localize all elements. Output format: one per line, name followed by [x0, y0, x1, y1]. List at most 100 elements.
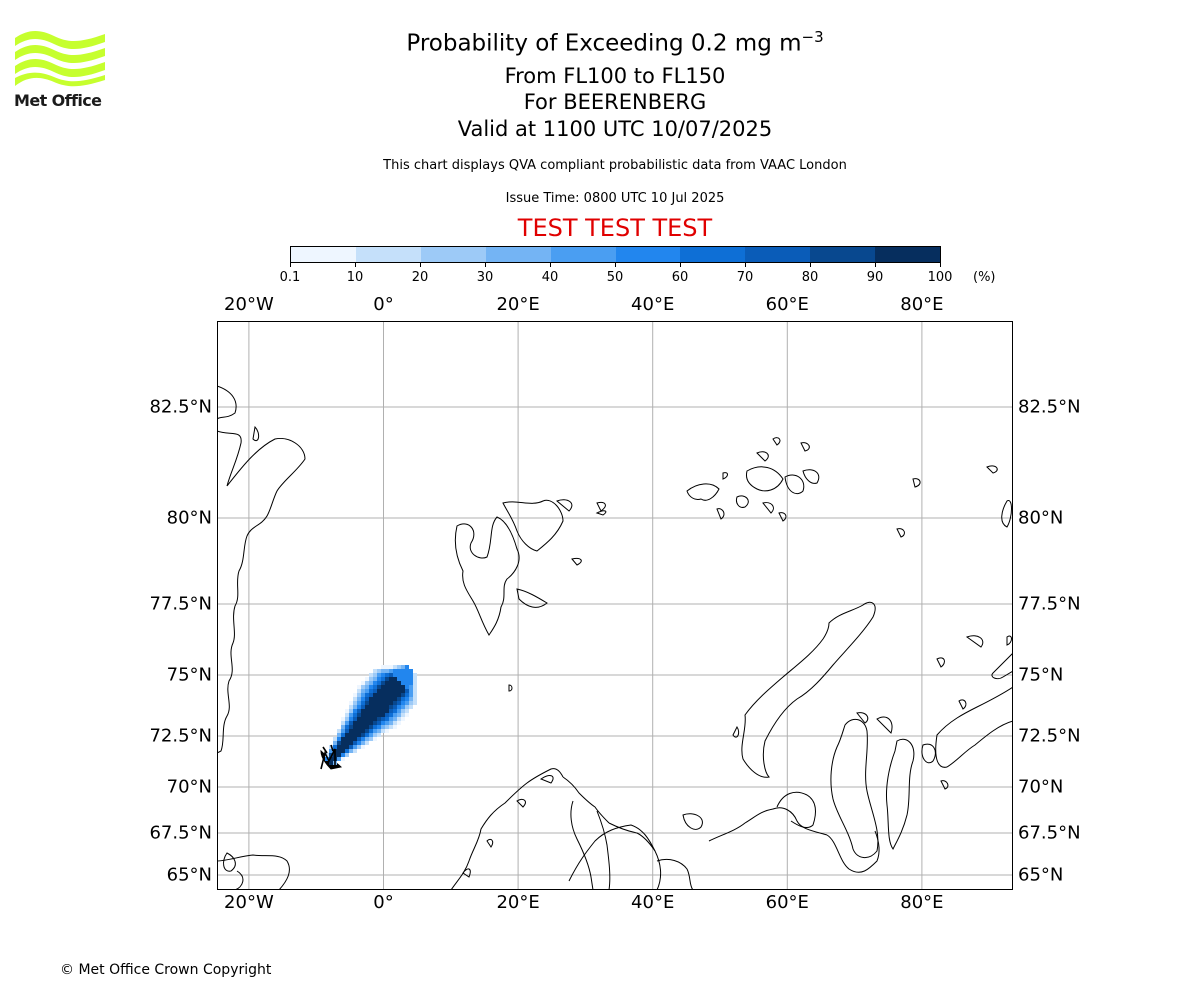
plume-cell — [377, 721, 381, 725]
plume-cell — [405, 697, 409, 701]
plume-cell — [337, 741, 341, 745]
plume-cell — [357, 685, 361, 689]
plume-cell — [361, 745, 365, 749]
plume-cell — [377, 709, 381, 713]
plume-cell — [325, 753, 329, 757]
latitude-label-right: 82.5°N — [1018, 396, 1081, 418]
plume-cell — [401, 701, 405, 705]
plume-cell — [405, 669, 409, 673]
plume-cell — [385, 705, 389, 709]
plume-cell — [357, 741, 361, 745]
plume-cell — [413, 689, 417, 693]
plume-cell — [389, 681, 393, 685]
plume-cell — [361, 733, 365, 737]
plume-cell — [401, 677, 405, 681]
plume-cell — [369, 685, 373, 689]
plume-cell — [345, 741, 349, 745]
longitude-label-bottom: 0° — [373, 892, 394, 913]
plume-cell — [345, 709, 349, 713]
flight-level-range: From FL100 to FL150 — [504, 64, 726, 88]
chart-title-exponent: −3 — [801, 28, 824, 46]
plume-cell — [377, 717, 381, 721]
plume-cell — [401, 673, 405, 677]
plume-cell — [345, 721, 349, 725]
plume-cell — [361, 729, 365, 733]
plume-cell — [345, 753, 349, 757]
plume-cell — [361, 701, 365, 705]
plume-cell — [369, 677, 373, 681]
plume-cell — [385, 697, 389, 701]
plume-cell — [377, 669, 381, 673]
plume-cell — [353, 741, 357, 745]
copyright-notice: © Met Office Crown Copyright — [60, 962, 272, 978]
latitude-label-right: 70°N — [1018, 776, 1064, 798]
plume-cell — [353, 745, 357, 749]
plume-cell — [377, 681, 381, 685]
plume-cell — [349, 709, 353, 713]
colorbar-segment — [875, 247, 941, 262]
issue-time: Issue Time: 0800 UTC 10 Jul 2025 — [505, 191, 725, 206]
plume-cell — [365, 733, 369, 737]
colorbar-tick — [355, 263, 356, 267]
plume-cell — [381, 681, 385, 685]
plume-cell — [365, 705, 369, 709]
plume-cell — [385, 701, 389, 705]
plume-cell — [393, 681, 397, 685]
plume-cell — [365, 693, 369, 697]
plume-cell — [377, 701, 381, 705]
plume-cell — [385, 681, 389, 685]
plume-cell — [393, 705, 397, 709]
plume-cell — [373, 737, 377, 741]
plume-cell — [337, 737, 341, 741]
plume-cell — [389, 673, 393, 677]
plume-cell — [377, 677, 381, 681]
plume-cell — [365, 709, 369, 713]
plume-cell — [401, 681, 405, 685]
plume-cell — [357, 721, 361, 725]
plume-cell — [389, 685, 393, 689]
plume-cell — [381, 709, 385, 713]
plume-cell — [405, 693, 409, 697]
plume-cell — [337, 733, 341, 737]
latitude-label-left: 67.5°N — [149, 822, 212, 844]
plume-cell — [405, 677, 409, 681]
plume-cell — [385, 689, 389, 693]
colorbar-segment — [420, 247, 486, 262]
colorbar-segment — [485, 247, 551, 262]
chart-description: This chart displays QVA compliant probab… — [383, 158, 847, 173]
plume-cell — [393, 685, 397, 689]
plume-cell — [361, 717, 365, 721]
plume-cell — [349, 721, 353, 725]
plume-cell — [393, 721, 397, 725]
plume-cell — [365, 737, 369, 741]
plume-cell — [401, 709, 405, 713]
plume-cell — [361, 737, 365, 741]
plume-cell — [329, 757, 333, 761]
plume-cell — [369, 681, 373, 685]
plume-cell — [397, 689, 401, 693]
plume-cell — [357, 701, 361, 705]
colorbar-tick — [680, 263, 681, 267]
plume-cell — [389, 677, 393, 681]
plume-cell — [349, 729, 353, 733]
plume-cell — [349, 713, 353, 717]
plume-cell — [369, 725, 373, 729]
plume-cell — [409, 705, 413, 709]
plume-cell — [405, 685, 409, 689]
colorbar-tick-label: 60 — [671, 270, 689, 285]
colorbar-tick — [940, 263, 941, 267]
plume-cell — [413, 693, 417, 697]
colorbar-tick — [810, 263, 811, 267]
latitude-label-right: 72.5°N — [1018, 725, 1081, 747]
latitude-label-left: 72.5°N — [149, 725, 212, 747]
colorbar-tick — [875, 263, 876, 267]
plume-cell — [385, 673, 389, 677]
plume-cell — [381, 697, 385, 701]
plume-cell — [389, 721, 393, 725]
colorbar-tick-label: 0.1 — [279, 270, 301, 285]
plume-cell — [389, 725, 393, 729]
plume-cell — [381, 701, 385, 705]
plume-cell — [357, 737, 361, 741]
latitude-label-left: 80°N — [166, 507, 212, 529]
plume-cell — [401, 697, 405, 701]
